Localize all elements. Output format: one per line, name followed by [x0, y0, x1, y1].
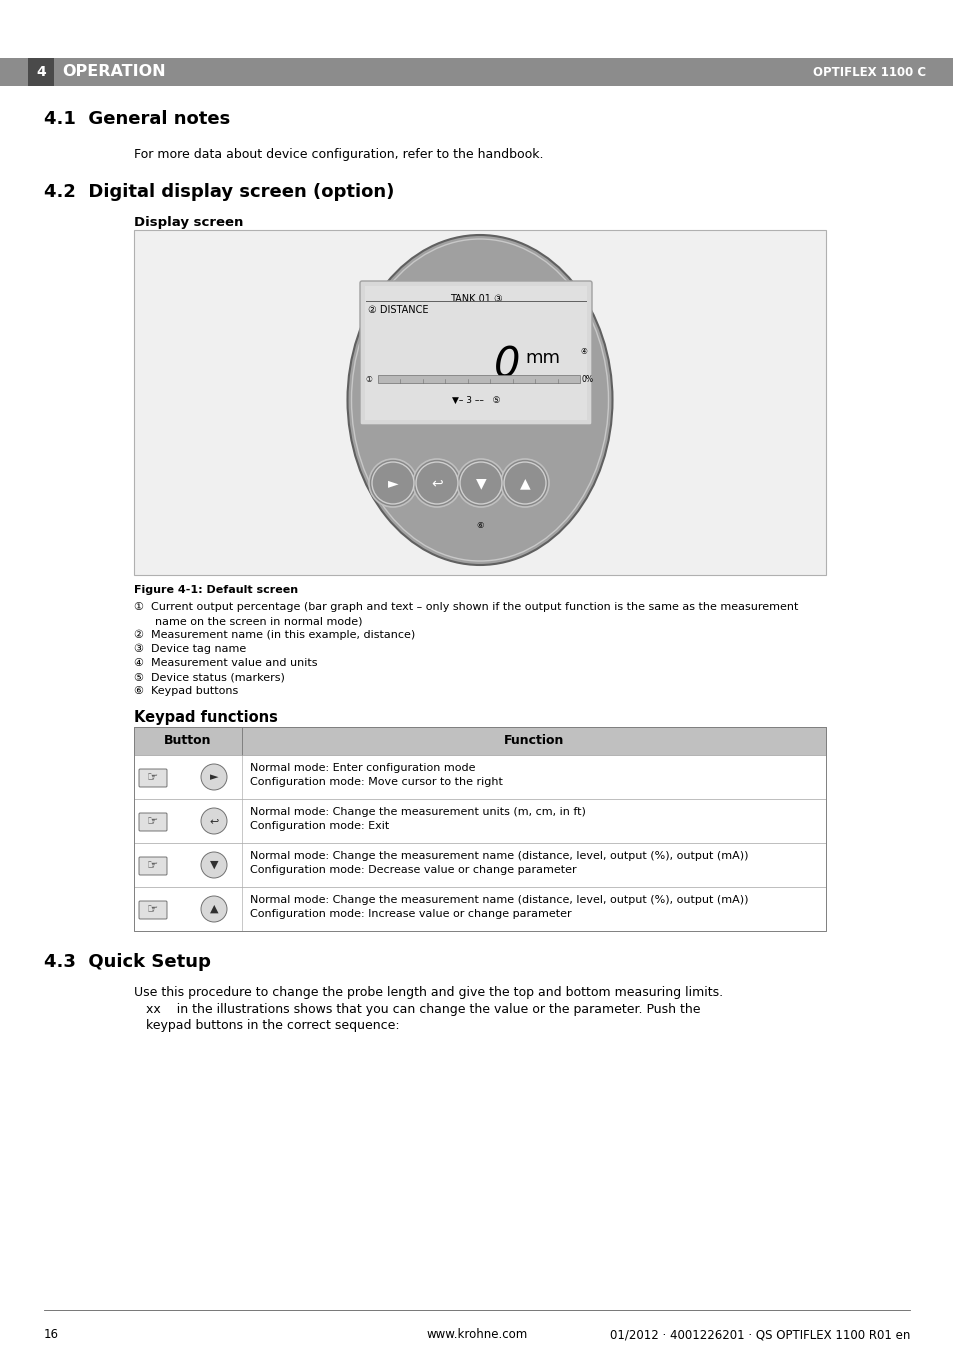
Text: name on the screen in normal mode): name on the screen in normal mode)	[133, 616, 362, 626]
Bar	[133, 230, 825, 576]
Text: 4.1  General notes: 4.1 General notes	[44, 109, 230, 128]
Text: ⑥  Keypad buttons: ⑥ Keypad buttons	[133, 686, 238, 696]
Text: Normal mode: Change the measurement name (distance, level, output (%), output (m: Normal mode: Change the measurement name…	[250, 851, 748, 875]
Text: Normal mode: Enter configuration mode
Configuration mode: Move cursor to the rig: Normal mode: Enter configuration mode Co…	[250, 763, 502, 788]
Text: ↩: ↩	[209, 816, 218, 825]
Bar	[133, 798, 825, 843]
Circle shape	[503, 462, 545, 504]
Text: 4.2  Digital display screen (option): 4.2 Digital display screen (option)	[44, 182, 394, 201]
Bar	[133, 727, 825, 931]
FancyBboxPatch shape	[139, 857, 167, 875]
Text: ▼: ▼	[210, 861, 218, 870]
Text: Use this procedure to change the probe length and give the top and bottom measur: Use this procedure to change the probe l…	[133, 986, 722, 998]
Text: 0: 0	[493, 345, 519, 386]
FancyBboxPatch shape	[139, 769, 167, 788]
Text: OPERATION: OPERATION	[62, 65, 166, 80]
Text: ▼: ▼	[476, 476, 486, 490]
Bar	[365, 286, 586, 420]
Bar	[133, 727, 825, 755]
Text: ▲: ▲	[519, 476, 530, 490]
Bar	[377, 376, 579, 382]
Circle shape	[201, 808, 227, 834]
Text: ☞: ☞	[147, 816, 158, 828]
Bar	[0, 58, 953, 86]
Text: ☞: ☞	[147, 859, 158, 873]
Circle shape	[456, 459, 504, 507]
Text: ② DISTANCE: ② DISTANCE	[368, 305, 428, 315]
Circle shape	[369, 459, 416, 507]
Text: TANK 01 ③: TANK 01 ③	[449, 295, 502, 304]
Text: Display screen: Display screen	[133, 216, 243, 230]
Text: 16: 16	[44, 1328, 59, 1342]
Text: 4: 4	[36, 65, 46, 78]
Text: ④  Measurement value and units: ④ Measurement value and units	[133, 658, 317, 667]
Circle shape	[201, 852, 227, 878]
Circle shape	[201, 765, 227, 790]
Text: xx    in the illustrations shows that you can change the value or the parameter.: xx in the illustrations shows that you c…	[133, 1002, 700, 1016]
Text: ☞: ☞	[147, 771, 158, 785]
Text: Figure 4-1: Default screen: Figure 4-1: Default screen	[133, 585, 297, 594]
Text: ①  Current output percentage (bar graph and text – only shown if the output func: ① Current output percentage (bar graph a…	[133, 603, 798, 612]
Circle shape	[500, 459, 548, 507]
Text: For more data about device configuration, refer to the handbook.: For more data about device configuration…	[133, 149, 543, 161]
Bar	[133, 755, 825, 798]
Text: 01/2012 · 4001226201 · QS OPTIFLEX 1100 R01 en: 01/2012 · 4001226201 · QS OPTIFLEX 1100 …	[609, 1328, 909, 1342]
Text: www.krohne.com: www.krohne.com	[426, 1328, 527, 1342]
Text: Button: Button	[164, 735, 212, 747]
Circle shape	[372, 462, 414, 504]
Text: 0%: 0%	[581, 376, 594, 385]
Text: ④: ④	[579, 347, 586, 357]
Text: Normal mode: Change the measurement name (distance, level, output (%), output (m: Normal mode: Change the measurement name…	[250, 894, 748, 919]
Text: Normal mode: Change the measurement units (m, cm, in ft)
Configuration mode: Exi: Normal mode: Change the measurement unit…	[250, 807, 585, 831]
Text: ►: ►	[210, 771, 218, 782]
Text: Keypad functions: Keypad functions	[133, 711, 277, 725]
Text: ②  Measurement name (in this example, distance): ② Measurement name (in this example, dis…	[133, 630, 415, 640]
Text: Function: Function	[503, 735, 563, 747]
Bar	[133, 843, 825, 888]
Text: ▼– 3 ––   ⑤: ▼– 3 –– ⑤	[451, 396, 499, 405]
Text: ⑥: ⑥	[476, 521, 483, 530]
FancyBboxPatch shape	[139, 813, 167, 831]
Bar	[28, 58, 54, 86]
Bar	[133, 888, 825, 931]
Text: mm: mm	[524, 349, 559, 367]
Text: keypad buttons in the correct sequence:: keypad buttons in the correct sequence:	[133, 1019, 399, 1032]
Circle shape	[459, 462, 501, 504]
Ellipse shape	[347, 235, 612, 565]
Text: ▲: ▲	[210, 904, 218, 915]
FancyBboxPatch shape	[139, 901, 167, 919]
Text: ►: ►	[387, 476, 398, 490]
Text: OPTIFLEX 1100 C: OPTIFLEX 1100 C	[812, 65, 925, 78]
Text: ⑤  Device status (markers): ⑤ Device status (markers)	[133, 671, 285, 682]
Text: ①: ①	[365, 376, 372, 385]
FancyBboxPatch shape	[359, 281, 592, 426]
Text: ☞: ☞	[147, 904, 158, 916]
Text: 4.3  Quick Setup: 4.3 Quick Setup	[44, 952, 211, 971]
Text: ③  Device tag name: ③ Device tag name	[133, 644, 246, 654]
Text: ↩: ↩	[431, 476, 442, 490]
Circle shape	[413, 459, 460, 507]
Circle shape	[416, 462, 457, 504]
Circle shape	[201, 896, 227, 921]
